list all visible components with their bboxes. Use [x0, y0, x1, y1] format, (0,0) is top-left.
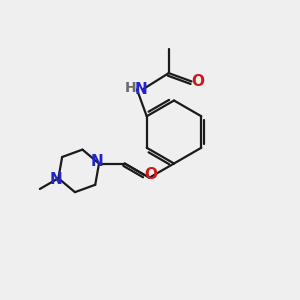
Text: O: O: [145, 167, 158, 182]
Text: N: N: [50, 172, 62, 187]
Text: O: O: [192, 74, 205, 89]
Text: N: N: [134, 82, 147, 97]
Text: N: N: [91, 154, 104, 169]
Text: H: H: [124, 81, 136, 95]
